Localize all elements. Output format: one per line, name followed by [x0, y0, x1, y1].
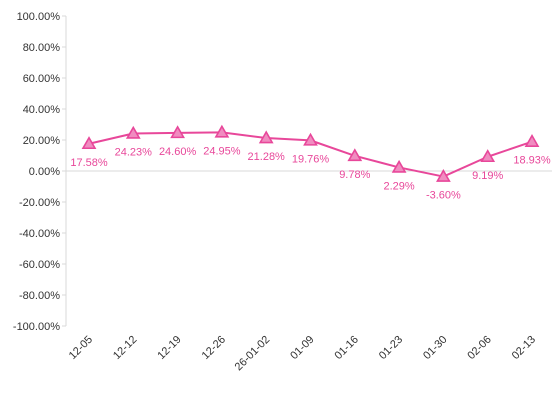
x-tick-label: 12-26	[200, 334, 228, 362]
data-label: 24.60%	[159, 146, 197, 158]
x-tick-label: 01-09	[288, 334, 316, 362]
data-label: 17.58%	[70, 157, 108, 169]
x-tick-label: 02-13	[510, 334, 538, 362]
x-tick-label: 01-16	[333, 334, 361, 362]
y-tick-label: -80.00%	[19, 290, 60, 302]
x-tick-label: 01-30	[421, 334, 449, 362]
y-tick-label: 100.00%	[17, 11, 61, 23]
data-point-marker	[436, 168, 451, 182]
data-label: 9.19%	[472, 170, 503, 182]
x-tick-label: 12-12	[111, 334, 139, 362]
data-labels: 17.58% 24.23% 24.60% 24.95% 21.28% 19.76% 9.78…	[70, 145, 551, 201]
data-label: 21.28%	[248, 151, 286, 163]
y-tick-label: 80.00%	[23, 42, 61, 54]
y-tick-label: 40.00%	[23, 104, 61, 116]
y-tick-label: -100.00%	[13, 321, 60, 333]
data-label: 2.29%	[383, 180, 414, 192]
data-point-marker	[258, 130, 274, 144]
y-tick-label: -40.00%	[19, 228, 60, 240]
data-label: 24.23%	[115, 146, 153, 158]
series-group	[81, 124, 540, 182]
y-tick-label: -20.00%	[19, 197, 60, 209]
y-tick-label: -60.00%	[19, 259, 60, 271]
x-tick-label: 12-19	[155, 334, 183, 362]
x-tick-label: 01-23	[377, 334, 405, 362]
y-axis-ticks: 100.00% 80.00% 60.00% 40.00% 20.00% 0.00% -20.…	[13, 11, 66, 333]
data-label: -3.60%	[426, 190, 461, 202]
data-point-marker	[214, 124, 230, 138]
data-point-marker	[170, 125, 185, 139]
data-point-marker	[480, 149, 496, 163]
data-label: 24.95%	[203, 145, 241, 157]
data-point-marker	[81, 136, 97, 150]
x-axis-ticks: 12-05 12-12 12-19 12-26 26-01-02 01-09 01-16 01…	[67, 334, 538, 374]
y-tick-label: 20.00%	[23, 135, 61, 147]
y-tick-label: 0.00%	[29, 166, 60, 178]
x-tick-label: 26-01-02	[233, 334, 273, 374]
data-point-marker	[303, 132, 318, 146]
y-tick-label: 60.00%	[23, 73, 61, 85]
x-tick-label: 12-05	[67, 334, 95, 362]
data-point-marker	[125, 125, 141, 139]
data-label: 18.93%	[513, 155, 551, 167]
x-tick-label: 02-06	[465, 334, 493, 362]
data-label: 9.78%	[339, 169, 370, 181]
data-label: 19.76%	[292, 153, 330, 165]
data-point-marker	[347, 148, 363, 162]
data-point-marker	[391, 159, 407, 173]
data-point-marker	[524, 134, 540, 147]
